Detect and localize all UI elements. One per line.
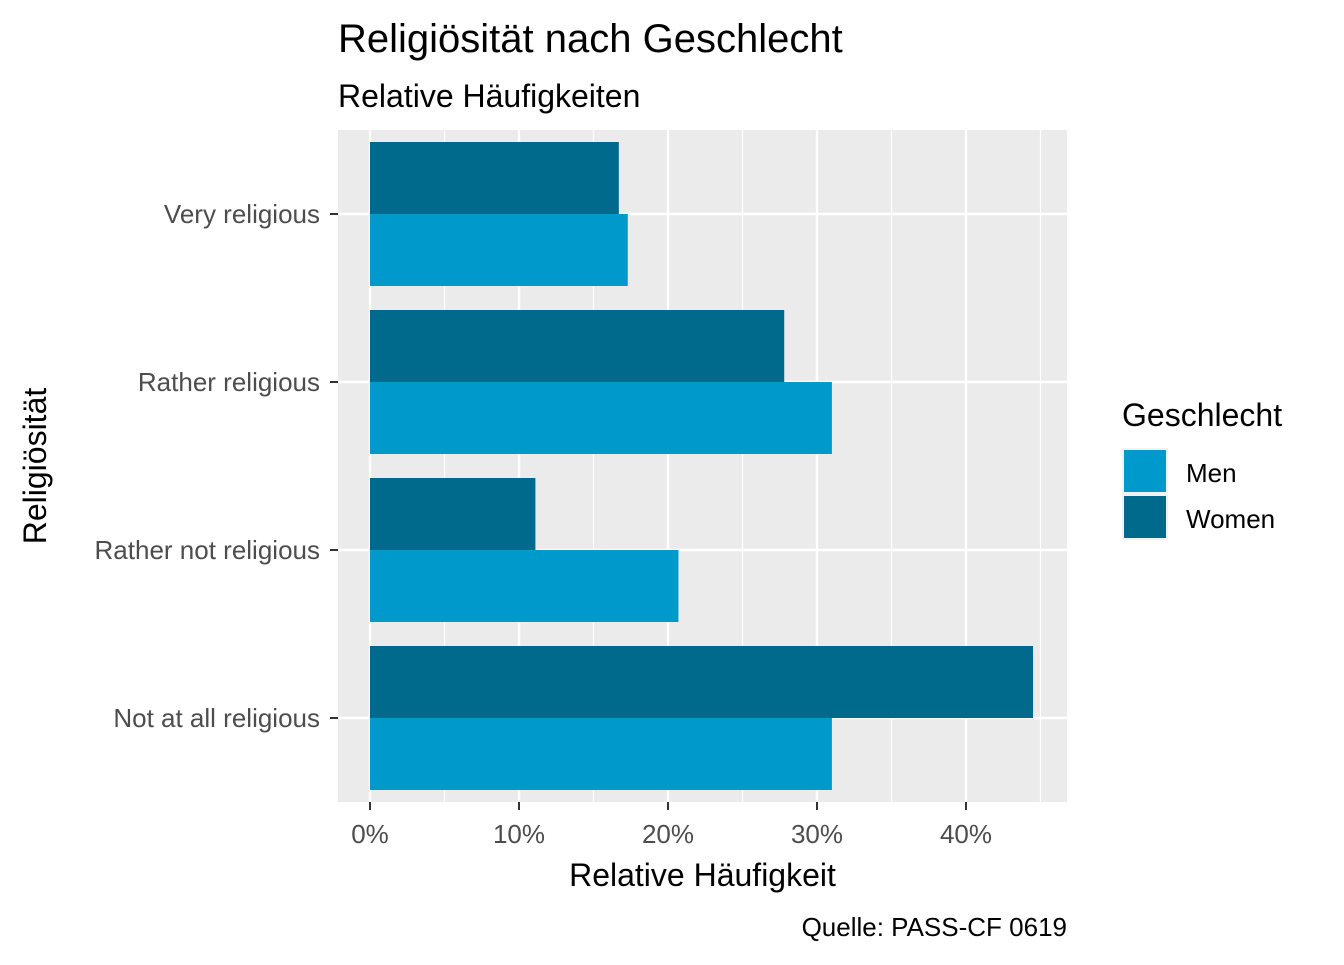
x-tick-label: 40%	[940, 819, 992, 849]
legend-title: Geschlecht	[1122, 397, 1282, 433]
legend-label: Women	[1186, 504, 1275, 534]
bars	[370, 142, 1034, 790]
y-tick-label: Rather religious	[138, 367, 320, 397]
chart-subtitle: Relative Häufigkeiten	[338, 78, 640, 114]
bar-men	[370, 718, 832, 790]
x-tick-label: 30%	[791, 819, 843, 849]
x-tick-label: 10%	[493, 819, 545, 849]
bar-women	[370, 646, 1034, 718]
bar-women	[370, 142, 619, 214]
bar-women	[370, 478, 536, 550]
y-tick-label: Not at all religious	[113, 703, 320, 733]
legend-label: Men	[1186, 458, 1237, 488]
y-tick-label: Very religious	[164, 199, 320, 229]
bar-men	[370, 214, 628, 286]
legend-swatch-men	[1124, 450, 1166, 492]
bar-men	[370, 382, 832, 454]
x-tick-label: 0%	[351, 819, 389, 849]
y-tick-label: Rather not religious	[95, 535, 320, 565]
bar-men	[370, 550, 679, 622]
axes: 0% 10% 20% 30% 40% Very religious Rather relig…	[95, 199, 992, 849]
legend: Geschlecht Men Women	[1122, 397, 1282, 540]
x-axis-label: Relative Häufigkeit	[569, 857, 836, 893]
y-axis-label: Religiösität	[17, 388, 53, 545]
caption: Quelle: PASS-CF 0619	[802, 912, 1067, 942]
bar-women	[370, 310, 785, 382]
x-tick-label: 20%	[642, 819, 694, 849]
chart-title: Religiösität nach Geschlecht	[338, 17, 843, 61]
legend-swatch-women	[1124, 496, 1166, 538]
